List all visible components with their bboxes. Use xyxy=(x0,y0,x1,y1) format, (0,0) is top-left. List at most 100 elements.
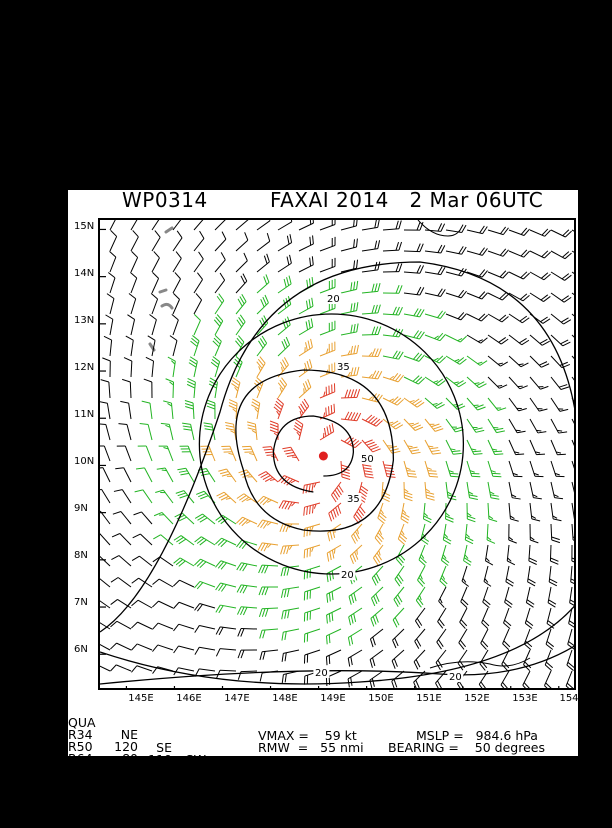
wind-barb xyxy=(509,503,519,521)
wind-barb xyxy=(166,379,174,398)
wind-barb xyxy=(238,650,257,658)
wind-barb xyxy=(375,524,383,544)
wind-barb xyxy=(551,293,571,302)
wind-barb xyxy=(110,220,117,230)
wind-barb xyxy=(443,524,451,544)
wind-barb xyxy=(194,252,203,272)
lat-label-12n: 12N xyxy=(74,362,94,373)
wind-barb xyxy=(198,469,215,482)
wind-barb xyxy=(153,579,173,587)
wind-barb xyxy=(436,650,446,670)
wind-barb xyxy=(509,461,522,477)
wind-barb xyxy=(362,326,381,335)
wind-barb xyxy=(509,482,521,499)
wind-barb xyxy=(437,629,446,649)
wind-barb xyxy=(362,283,380,293)
wind-barb xyxy=(572,461,576,477)
wind-barb xyxy=(187,378,195,398)
wind-barb xyxy=(341,239,357,251)
wind-barb xyxy=(100,577,110,587)
wind-barb xyxy=(572,524,576,542)
wind-barb xyxy=(304,587,320,600)
storm-center-marker xyxy=(319,452,328,461)
wind-barb xyxy=(341,412,361,421)
wind-barb xyxy=(231,378,239,398)
wind-barb xyxy=(299,235,313,251)
wind-barb xyxy=(194,314,200,335)
wind-barb xyxy=(509,228,530,236)
lat-label-9n: 9N xyxy=(74,503,88,514)
wind-barb xyxy=(488,356,508,366)
wind-barb xyxy=(530,398,547,411)
wind-barb xyxy=(488,335,508,344)
wind-barb xyxy=(394,587,404,607)
wind-barb xyxy=(195,537,215,545)
wind-barb xyxy=(467,226,487,234)
wind-barb xyxy=(404,222,423,230)
storm-name: FAXAI 2014 xyxy=(270,188,389,212)
wind-barb xyxy=(488,293,509,300)
wind-barb xyxy=(282,447,299,461)
wind-barb xyxy=(509,250,530,257)
wind-barb xyxy=(383,221,401,230)
wind-barb xyxy=(100,446,110,461)
lon-label-146e: 146E xyxy=(174,693,204,704)
wind-barb xyxy=(259,565,278,573)
cell: 0 xyxy=(142,778,172,791)
wind-barb xyxy=(467,461,480,477)
wind-barb xyxy=(299,379,311,398)
wind-barb xyxy=(467,503,475,522)
wind-barb xyxy=(131,251,138,272)
wind-barb xyxy=(304,545,320,558)
wind-barb xyxy=(173,220,183,230)
wind-barb xyxy=(467,377,486,388)
wind-barb xyxy=(348,650,362,667)
wind-barb xyxy=(423,503,431,523)
wind-barb xyxy=(237,585,257,593)
wind-barb xyxy=(144,379,152,398)
wind-barb xyxy=(282,671,299,683)
wind-barb xyxy=(383,242,402,251)
wind-barb xyxy=(299,256,313,272)
wind-barb xyxy=(213,335,222,356)
wind-barb xyxy=(416,587,425,607)
wind-barb xyxy=(154,512,173,524)
wind-barb xyxy=(551,461,564,477)
wind-barb xyxy=(140,423,152,440)
wind-barb xyxy=(131,666,152,673)
wind-barb xyxy=(341,324,358,335)
wind-barb xyxy=(150,315,157,335)
wind-barb xyxy=(425,245,445,253)
wind-barb xyxy=(195,514,215,524)
wind-barb xyxy=(504,608,512,629)
wind-barb xyxy=(299,318,313,335)
wind-barb xyxy=(509,419,526,433)
wind-barb xyxy=(509,377,528,389)
wind-barb xyxy=(354,503,366,523)
wind-barb xyxy=(421,524,429,544)
wind-barb xyxy=(415,608,425,628)
wind-barb xyxy=(404,419,423,431)
wind-barb xyxy=(488,419,505,433)
lon-label-147e: 147E xyxy=(222,693,252,704)
wind-barb xyxy=(299,298,313,314)
wind-barb xyxy=(446,335,467,342)
wind-barb xyxy=(170,336,177,356)
lat-label-7n: 7N xyxy=(74,597,88,608)
lat-label-6n: 6N xyxy=(74,644,88,655)
wind-barb xyxy=(509,272,530,279)
wind-barb xyxy=(572,440,576,455)
wind-barb xyxy=(551,230,572,237)
wind-barb xyxy=(110,621,131,629)
wind-barb xyxy=(446,503,454,522)
wind-barb xyxy=(550,545,558,564)
wind-barb xyxy=(114,490,131,503)
wind-barb xyxy=(299,220,313,230)
wind-barb xyxy=(425,267,445,275)
wind-barb xyxy=(530,377,548,389)
wind-barb xyxy=(425,333,446,340)
wind-barb xyxy=(551,314,571,324)
wind-barb xyxy=(236,232,248,251)
wind-barb xyxy=(362,348,381,356)
